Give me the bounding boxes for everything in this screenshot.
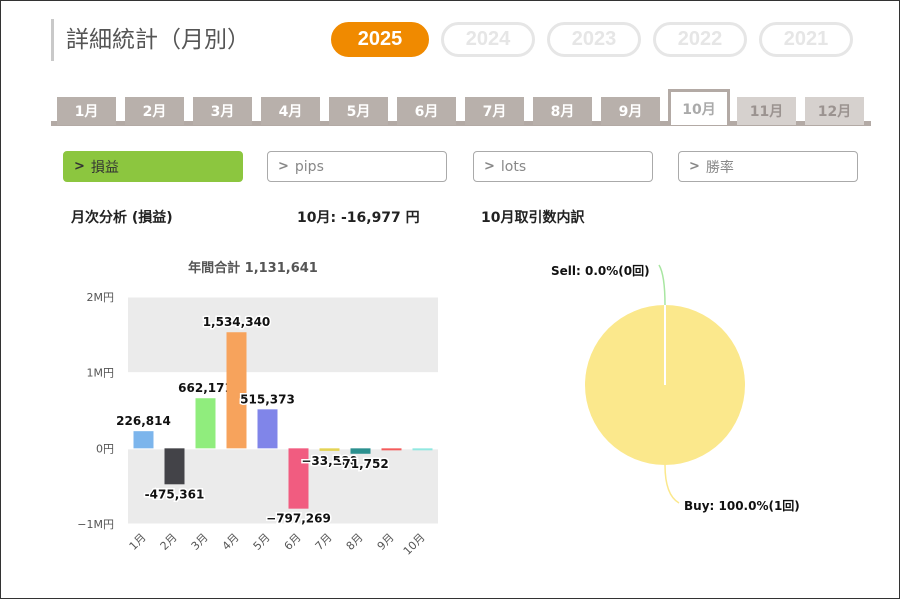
month-tab-underline bbox=[51, 121, 871, 126]
buy-label: Buy: 100.0%(1回) bbox=[684, 499, 800, 513]
data-label: −797,269 bbox=[266, 512, 331, 526]
metric-label: 勝率 bbox=[705, 159, 734, 176]
tab-month-10[interactable]: 10月 bbox=[668, 89, 730, 125]
bar-1月 bbox=[133, 431, 154, 449]
data-label: −33,580 bbox=[301, 454, 357, 468]
tab-month-5[interactable]: 5月 bbox=[329, 97, 388, 125]
bar-chart: 2M円 1M円 0円 −1M円 年間合計 1,131,641 226,814 1月 -475,… bbox=[77, 260, 438, 558]
data-label: −71,752 bbox=[332, 457, 388, 471]
data-label: 662,171 bbox=[178, 381, 233, 395]
x-tick-label: 8月 bbox=[344, 531, 366, 553]
metric-button-profit[interactable]: > 損益 bbox=[63, 151, 243, 182]
tab-month-6[interactable]: 6月 bbox=[397, 97, 456, 125]
data-label: 515,373 bbox=[240, 392, 295, 406]
buy-connector bbox=[664, 464, 680, 504]
metric-button-pips[interactable]: > pips bbox=[267, 151, 447, 182]
year-button-2022[interactable]: 2022 bbox=[653, 22, 747, 57]
pie-chart: Sell: 0.0%(0回) Buy: 100.0%(1回) bbox=[551, 264, 800, 513]
bar-5月 bbox=[257, 409, 278, 449]
tab-month-2[interactable]: 2月 bbox=[125, 97, 184, 125]
y-tick-label: 1M円 bbox=[87, 367, 115, 380]
x-tick-label: 10月 bbox=[401, 531, 428, 558]
year-selector: 2025 2024 2023 2022 2021 bbox=[331, 22, 853, 57]
chevron-right-icon: > bbox=[278, 159, 289, 174]
chevron-right-icon: > bbox=[689, 159, 700, 174]
plot-band bbox=[128, 297, 438, 373]
bar-4月 bbox=[226, 332, 247, 449]
sell-connector bbox=[658, 264, 666, 306]
x-tick-label: 3月 bbox=[189, 531, 211, 553]
data-label: -475,361 bbox=[145, 487, 205, 501]
bar-8月 bbox=[350, 448, 371, 454]
metric-label: 損益 bbox=[90, 159, 119, 176]
metric-button-lots[interactable]: > lots bbox=[473, 151, 653, 182]
breakdown-label: 10月取引数内訳 bbox=[481, 210, 585, 226]
bar-9月 bbox=[381, 448, 402, 451]
x-tick-label: 6月 bbox=[282, 531, 304, 553]
tab-month-1[interactable]: 1月 bbox=[57, 97, 116, 125]
x-tick-label: 4月 bbox=[220, 531, 242, 553]
year-button-2021[interactable]: 2021 bbox=[759, 22, 853, 57]
y-tick-label: 0円 bbox=[96, 442, 114, 455]
y-tick-label: 2M円 bbox=[87, 291, 115, 304]
x-tick-label: 7月 bbox=[313, 531, 335, 553]
tab-month-9[interactable]: 9月 bbox=[601, 97, 660, 125]
x-tick-label: 9月 bbox=[375, 531, 397, 553]
metric-label: pips bbox=[294, 158, 324, 175]
analysis-label: 月次分析 (損益) bbox=[71, 210, 173, 226]
page-title: 詳細統計（月別） bbox=[51, 19, 250, 61]
chevron-right-icon: > bbox=[74, 159, 85, 174]
metric-button-winrate[interactable]: > 勝率 bbox=[678, 151, 858, 182]
chevron-right-icon: > bbox=[484, 159, 495, 174]
month-result: 10月: -16,977 円 bbox=[297, 210, 420, 226]
metric-label: lots bbox=[500, 158, 527, 175]
data-label: 226,814 bbox=[116, 414, 171, 428]
bar-6月 bbox=[288, 448, 309, 509]
y-tick-label: −1M円 bbox=[77, 518, 114, 531]
tab-month-7[interactable]: 7月 bbox=[465, 97, 524, 125]
year-button-2025[interactable]: 2025 bbox=[331, 22, 429, 57]
data-label: 1,534,340 bbox=[203, 315, 271, 329]
tab-month-8[interactable]: 8月 bbox=[533, 97, 592, 125]
tab-month-3[interactable]: 3月 bbox=[193, 97, 252, 125]
bar-7月 bbox=[319, 448, 340, 451]
year-button-2023[interactable]: 2023 bbox=[547, 22, 641, 57]
tab-month-12[interactable]: 12月 bbox=[805, 97, 864, 125]
sell-label: Sell: 0.0%(0回) bbox=[551, 264, 650, 278]
bar-10月 bbox=[412, 448, 433, 451]
bar-2月 bbox=[164, 448, 185, 485]
chart-title: 年間合計 1,131,641 bbox=[188, 260, 318, 276]
bar-3月 bbox=[195, 398, 216, 449]
x-tick-label: 5月 bbox=[251, 531, 273, 553]
year-button-2024[interactable]: 2024 bbox=[441, 22, 535, 57]
tab-month-11[interactable]: 11月 bbox=[737, 97, 796, 125]
month-tabs: 1月 2月 3月 4月 5月 6月 7月 8月 9月 10月 11月 12月 bbox=[51, 89, 871, 125]
x-tick-label: 2月 bbox=[158, 531, 180, 553]
x-tick-label: 1月 bbox=[127, 531, 149, 553]
tab-month-4[interactable]: 4月 bbox=[261, 97, 320, 125]
